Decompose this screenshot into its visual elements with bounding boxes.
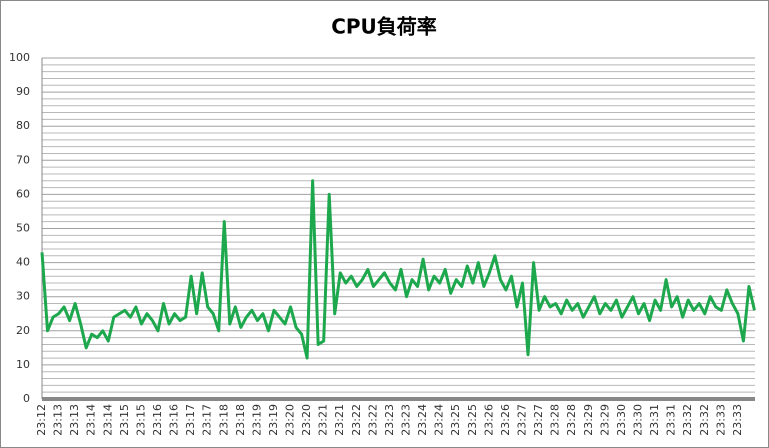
x-tick-label: 23:21	[333, 404, 346, 436]
x-tick-label: 23:32	[681, 404, 694, 436]
y-tick-label: 50	[16, 222, 30, 235]
x-tick-label: 23:18	[217, 404, 230, 436]
x-tick-label: 23:27	[516, 404, 529, 436]
y-tick-label: 30	[16, 290, 30, 303]
x-tick-label: 23:14	[85, 404, 98, 436]
x-tick-label: 23:33	[714, 404, 727, 436]
chart-title: CPU負荷率	[331, 15, 437, 39]
x-tick-label: 23:25	[449, 404, 462, 436]
x-tick-label: 23:16	[151, 404, 164, 436]
x-tick-label: 23:24	[416, 404, 429, 436]
y-tick-label: 0	[23, 392, 30, 405]
y-tick-label: 90	[16, 85, 30, 98]
x-tick-label: 23:16	[168, 404, 181, 436]
x-tick-label: 23:28	[565, 404, 578, 436]
x-tick-label: 23:31	[665, 404, 678, 436]
y-tick-label: 20	[16, 324, 30, 337]
x-tick-label: 23:15	[118, 404, 131, 436]
x-tick-label: 23:22	[350, 404, 363, 436]
x-tick-label: 23:20	[300, 404, 313, 436]
x-tick-label: 23:25	[466, 404, 479, 436]
x-tick-label: 23:17	[184, 404, 197, 436]
x-tick-label: 23:15	[134, 404, 147, 436]
x-tick-label: 23:30	[631, 404, 644, 436]
x-tick-label: 23:14	[101, 404, 114, 436]
x-tick-label: 23:24	[433, 404, 446, 436]
x-tick-label: 23:23	[383, 404, 396, 436]
x-tick-label: 23:33	[731, 404, 744, 436]
x-tick-label: 23:21	[317, 404, 330, 436]
x-tick-label: 23:20	[284, 404, 297, 436]
y-tick-label: 60	[16, 187, 30, 200]
x-tick-label: 23:30	[615, 404, 628, 436]
x-tick-label: 23:23	[400, 404, 413, 436]
x-tick-label: 23:19	[250, 404, 263, 436]
y-tick-label: 100	[9, 51, 30, 64]
x-tick-label: 23:28	[549, 404, 562, 436]
x-tick-label: 23:22	[366, 404, 379, 436]
x-tick-label: 23:27	[532, 404, 545, 436]
x-tick-label: 23:31	[648, 404, 661, 436]
y-tick-label: 40	[16, 256, 30, 269]
x-tick-label: 23:13	[68, 404, 81, 436]
x-tick-label: 23:29	[582, 404, 595, 436]
x-tick-label: 23:26	[482, 404, 495, 436]
x-tick-label: 23:17	[201, 404, 214, 436]
x-tick-label: 23:32	[698, 404, 711, 436]
x-tick-label: 23:18	[234, 404, 247, 436]
x-tick-label: 23:29	[598, 404, 611, 436]
x-tick-label: 23:13	[52, 404, 65, 436]
y-tick-label: 80	[16, 119, 30, 132]
x-tick-label: 23:12	[35, 404, 48, 436]
y-tick-label: 10	[16, 358, 30, 371]
x-tick-label: 23:26	[499, 404, 512, 436]
data-line	[40, 179, 756, 360]
x-tick-label: 23:19	[267, 404, 280, 436]
y-tick-label: 70	[16, 153, 30, 166]
